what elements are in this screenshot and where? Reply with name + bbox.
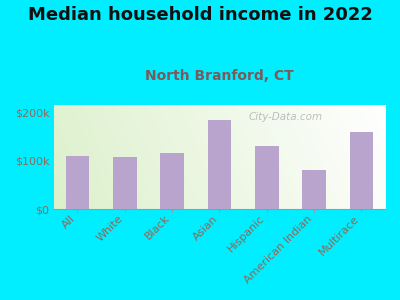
Bar: [113, 157, 136, 209]
Text: Median household income in 2022: Median household income in 2022: [28, 6, 372, 24]
Bar: [160, 153, 184, 209]
Title: North Branford, CT: North Branford, CT: [145, 69, 294, 83]
Bar: [208, 119, 231, 209]
Bar: [255, 146, 278, 209]
Text: City-Data.com: City-Data.com: [248, 112, 323, 122]
Bar: [350, 132, 373, 209]
Bar: [302, 170, 326, 209]
Bar: [66, 156, 89, 209]
